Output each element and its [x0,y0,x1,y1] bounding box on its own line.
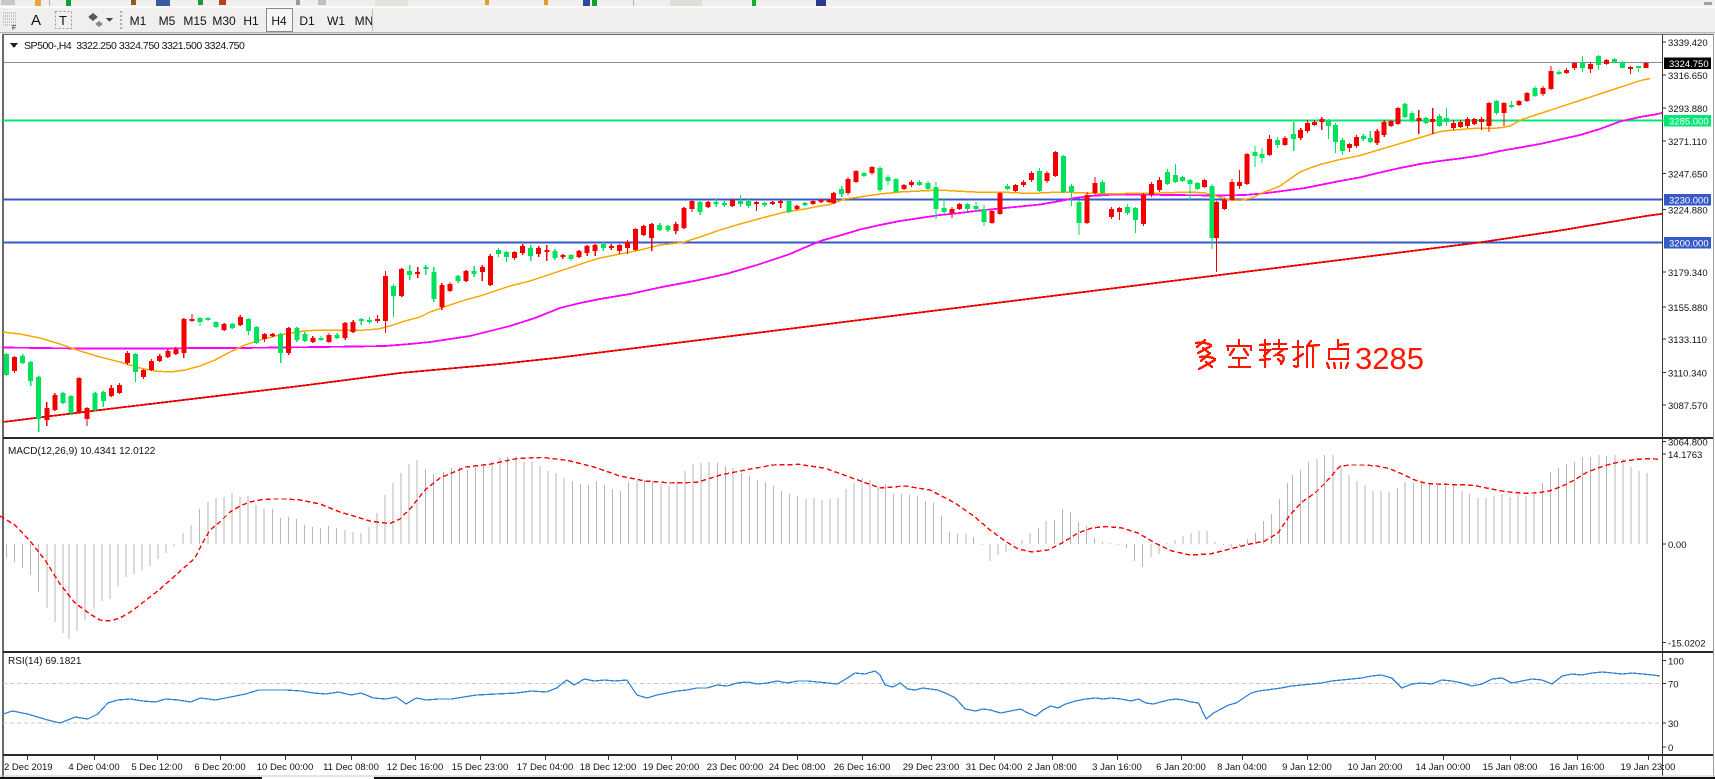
svg-text:M30: M30 [212,14,236,28]
svg-text:3200.000: 3200.000 [1669,239,1709,250]
svg-text:H1: H1 [243,14,259,28]
svg-text:3110.340: 3110.340 [1668,369,1707,380]
svg-text:6 Jan 20:00: 6 Jan 20:00 [1156,762,1206,773]
svg-text:3324.750: 3324.750 [1669,59,1709,70]
svg-text:26 Dec 16:00: 26 Dec 16:00 [834,762,891,773]
svg-text:17 Dec 04:00: 17 Dec 04:00 [517,762,574,773]
svg-text:RSI(14) 69.1821: RSI(14) 69.1821 [8,656,82,667]
svg-text:2 Dec 2019: 2 Dec 2019 [4,762,53,773]
svg-text:3339.420: 3339.420 [1668,38,1708,49]
svg-text:10 Jan 20:00: 10 Jan 20:00 [1348,762,1403,773]
svg-text:-15.0202: -15.0202 [1668,639,1706,650]
svg-text:15 Jan 08:00: 15 Jan 08:00 [1483,762,1538,773]
svg-text:3230.000: 3230.000 [1669,196,1709,207]
svg-text:14.1763: 14.1763 [1668,450,1702,461]
svg-text:8 Jan 04:00: 8 Jan 04:00 [1217,762,1267,773]
svg-text:100: 100 [1668,656,1684,667]
svg-text:F: F [12,25,16,32]
svg-text:3 Jan 16:00: 3 Jan 16:00 [1092,762,1142,773]
svg-text:6 Dec 20:00: 6 Dec 20:00 [194,762,245,773]
svg-text:W1: W1 [327,14,345,28]
svg-text:11 Dec 08:00: 11 Dec 08:00 [323,762,379,773]
svg-text:3293.880: 3293.880 [1668,104,1708,115]
svg-text:3247.650: 3247.650 [1668,170,1708,181]
svg-text:3064.800: 3064.800 [1668,438,1708,449]
svg-text:29 Dec 23:00: 29 Dec 23:00 [903,762,960,773]
svg-text:MN: MN [355,14,374,28]
svg-text:D1: D1 [299,14,315,28]
svg-text:3133.110: 3133.110 [1668,335,1707,346]
svg-text:3224.880: 3224.880 [1668,206,1708,217]
svg-text:31 Dec 04:00: 31 Dec 04:00 [966,762,1023,773]
svg-text:0.00: 0.00 [1668,540,1687,551]
svg-text:2 Jan 08:00: 2 Jan 08:00 [1027,762,1077,773]
svg-text:MACD(12,26,9) 10.4341 12.0122: MACD(12,26,9) 10.4341 12.0122 [8,446,156,457]
svg-text:M15: M15 [183,14,207,28]
svg-text:30: 30 [1668,719,1679,730]
svg-text:15 Dec 23:00: 15 Dec 23:00 [452,762,509,773]
svg-text:3271.110: 3271.110 [1668,137,1707,148]
svg-text:SP500-,H4 3322.250 3324.750 3: SP500-,H4 3322.250 3324.750 3321.500 332… [24,40,245,52]
svg-text:3285: 3285 [1355,341,1424,376]
svg-text:3316.650: 3316.650 [1668,71,1708,82]
svg-text:H4: H4 [271,14,287,28]
svg-text:24 Dec 08:00: 24 Dec 08:00 [769,762,826,773]
svg-text:19 Jan 23:00: 19 Jan 23:00 [1621,762,1676,773]
svg-text:M1: M1 [130,14,147,28]
svg-text:A: A [31,12,41,29]
svg-text:23 Dec 00:00: 23 Dec 00:00 [707,762,764,773]
svg-text:T: T [59,13,67,28]
svg-text:3179.340: 3179.340 [1668,268,1708,279]
svg-text:18 Dec 12:00: 18 Dec 12:00 [580,762,637,773]
svg-text:M5: M5 [159,14,176,28]
svg-text:3155.880: 3155.880 [1668,303,1708,314]
svg-text:19 Dec 20:00: 19 Dec 20:00 [643,762,700,773]
svg-text:5 Dec 12:00: 5 Dec 12:00 [131,762,182,773]
svg-text:16 Jan 16:00: 16 Jan 16:00 [1550,762,1605,773]
svg-text:70: 70 [1668,680,1679,691]
svg-text:14 Jan 00:00: 14 Jan 00:00 [1416,762,1471,773]
svg-text:3285.000: 3285.000 [1669,116,1709,127]
svg-text:10 Dec 00:00: 10 Dec 00:00 [257,762,314,773]
svg-text:4 Dec 04:00: 4 Dec 04:00 [68,762,119,773]
svg-text:12 Dec 16:00: 12 Dec 16:00 [387,762,444,773]
svg-text:3087.570: 3087.570 [1668,401,1708,412]
svg-text:9 Jan 12:00: 9 Jan 12:00 [1282,762,1332,773]
svg-text:0: 0 [1668,743,1673,754]
